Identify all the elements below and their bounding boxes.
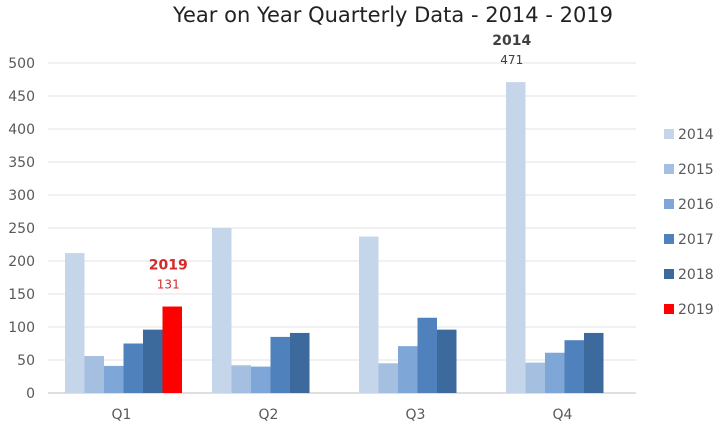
x-tick-label: Q3 [406, 407, 426, 423]
legend-label: 2014 [678, 127, 714, 143]
y-tick-label: 200 [8, 254, 35, 270]
legend-swatch-2016 [664, 199, 674, 209]
legend-label: 2016 [678, 197, 714, 213]
bar-q3-2018: 2018 Q3: 96 [437, 329, 457, 393]
bar-q1-2014: 2014 Q1: 212 [65, 253, 85, 393]
legend: 2014 2015 2016 2017 2018 2019 [664, 127, 714, 318]
bar-q4-2018: 2018 Q4: 91 [584, 332, 604, 393]
bar-q4-2017: 2017 Q4: 80 [564, 340, 584, 393]
annotation-value: 131 [157, 278, 180, 292]
bar-q1-2017: 2017 Q1: 75 [123, 343, 143, 393]
y-tick-label: 0 [26, 386, 35, 402]
bar-q1-2018: 2018 Q1: 96 [143, 329, 163, 393]
x-tick-label: Q2 [259, 407, 279, 423]
bar-q4-2015: 2015 Q4: 46 [525, 362, 545, 393]
bar-q1-2016: 2016 Q1: 41 [104, 365, 124, 393]
bar-q1-2015: 2015 Q1: 56 [84, 356, 104, 393]
legend-label: 2015 [678, 162, 714, 178]
legend-swatch-2018 [664, 269, 674, 279]
y-axis: 0 50 100 150 200 250 300 350 400 450 500 [8, 56, 35, 402]
x-axis: Q1 Q2 Q3 Q4 [112, 407, 573, 423]
legend-label: 2017 [678, 232, 714, 248]
bar-q2-2014: 2014 Q2: 250 [212, 228, 232, 393]
annotation-label: 2014 [492, 33, 531, 49]
x-tick-label: Q4 [553, 407, 573, 423]
y-tick-label: 100 [8, 320, 35, 336]
legend-swatch-2017 [664, 234, 674, 244]
bar-q2-2018: 2018 Q2: 91 [290, 332, 310, 393]
bar-q2-2017: 2017 Q2: 85 [270, 336, 290, 393]
legend-swatch-2014 [664, 129, 674, 139]
y-tick-label: 300 [8, 188, 35, 204]
bars: 2014 Q1: 2122015 Q1: 562016 Q1: 412017 Q… [65, 82, 604, 393]
chart-title: Year on Year Quarterly Data - 2014 - 201… [172, 3, 613, 27]
bar-q3-2016: 2016 Q3: 71 [398, 346, 418, 393]
legend-swatch-2015 [664, 164, 674, 174]
y-tick-label: 400 [8, 122, 35, 138]
bar-q2-2015: 2015 Q2: 42 [231, 365, 251, 393]
y-tick-label: 250 [8, 221, 35, 237]
y-tick-label: 500 [8, 56, 35, 72]
bar-q1-2019: 2019 Q1: 131 [162, 306, 182, 393]
bar-q2-2016: 2016 Q2: 40 [251, 366, 271, 393]
legend-label: 2019 [678, 302, 714, 318]
annotations: 2014 471 2019 131 [149, 33, 532, 291]
legend-swatch-2019 [664, 304, 674, 314]
bar-q4-2014: 2014 Q4: 471 [506, 82, 526, 393]
y-tick-label: 50 [17, 353, 35, 369]
y-tick-label: 350 [8, 155, 35, 171]
bar-q3-2015: 2015 Q3: 45 [378, 363, 398, 393]
bar-q3-2017: 2017 Q3: 114 [417, 317, 437, 393]
x-tick-label: Q1 [112, 407, 132, 423]
annotation-value: 471 [500, 53, 523, 67]
bar-q3-2014: 2014 Q3: 237 [359, 236, 379, 393]
annotation-label: 2019 [149, 258, 188, 274]
bar-q4-2016: 2016 Q4: 61 [545, 352, 565, 393]
legend-label: 2018 [678, 267, 714, 283]
y-tick-label: 450 [8, 89, 35, 105]
y-tick-label: 150 [8, 287, 35, 303]
